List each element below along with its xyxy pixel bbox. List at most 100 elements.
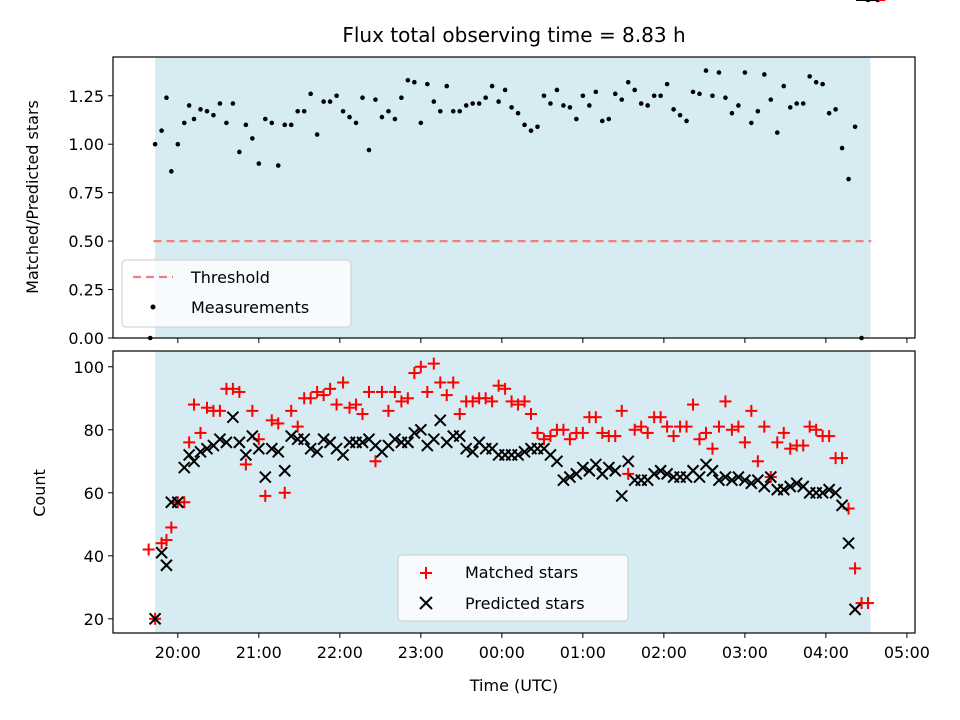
matched-star-marker [596, 426, 609, 439]
matched-star-marker [544, 430, 557, 443]
matched-star-marker [518, 395, 531, 408]
matched-star-marker [395, 395, 408, 408]
predicted-star-marker [816, 486, 829, 499]
matched-star-marker [278, 486, 291, 499]
predicted-star-marker [356, 436, 369, 449]
predicted-star-marker [408, 426, 421, 440]
measurement-point [574, 116, 579, 122]
matched-star-marker [408, 367, 421, 380]
matched-star-marker [609, 430, 622, 443]
matched-star-marker [667, 430, 680, 443]
matched-star-marker [369, 455, 382, 468]
measurement-point [839, 145, 845, 151]
measurement-point [541, 93, 547, 99]
measurement-point [230, 101, 236, 106]
measurement-point [321, 99, 326, 104]
measurement-point [418, 120, 424, 126]
bottom-y-ticks: 20 40 60 80 100 [73, 358, 113, 629]
measurement-point [250, 136, 255, 141]
measurement-point [587, 103, 592, 108]
top-panel: Flux total observing time = 8.83 h 0.000… [23, 0, 916, 348]
measurement-point [457, 108, 463, 114]
matched-star-marker [725, 423, 738, 436]
x-tick-label: 22:00 [317, 643, 363, 662]
matched-star-marker [356, 408, 369, 421]
matched-star-marker [810, 423, 823, 436]
predicted-star-marker [388, 433, 402, 446]
predicted-star-marker [563, 470, 577, 484]
measurement-point [476, 101, 482, 106]
matched-star-marker [537, 433, 550, 446]
measurement-point [677, 112, 683, 118]
measurement-point [175, 141, 181, 147]
matched-star-marker [557, 423, 570, 436]
measurement-point [697, 91, 702, 97]
predicted-star-marker [576, 461, 590, 474]
matched-star-marker [382, 404, 395, 417]
matched-star-marker [178, 496, 191, 509]
matched-star-marker [641, 426, 654, 439]
measurement-point [768, 97, 774, 102]
measurement-point [807, 74, 812, 79]
predicted-star-marker [835, 499, 849, 512]
predicted-star-marker [401, 436, 415, 449]
predicted-star-marker [706, 464, 719, 477]
matched-star-marker [803, 420, 816, 433]
measurement-point [658, 93, 663, 99]
measurement-point [580, 93, 586, 99]
matched-star-marker [492, 379, 505, 392]
predicted-star-marker [427, 433, 441, 446]
legend-threshold-label: Threshold [190, 268, 270, 287]
matched-star-marker [758, 420, 771, 433]
measurement-point [340, 108, 346, 114]
matched-star-marker [732, 420, 745, 433]
predicted-star-marker [246, 429, 259, 443]
matched-star-marker [777, 426, 790, 439]
predicted-star-marker [285, 429, 298, 443]
matched-star-marker [434, 376, 447, 389]
predicted-star-marker [317, 433, 330, 446]
predicted-star-marker [745, 477, 758, 490]
top-legend: Threshold Measurements [121, 259, 352, 328]
predicted-star-marker [758, 480, 771, 493]
top-y-tick-label: 0.00 [68, 329, 104, 348]
predicted-star-marker [777, 483, 790, 496]
predicted-star-marker [336, 448, 350, 462]
measurement-point [334, 93, 339, 99]
measurement-point [204, 108, 210, 114]
matched-star-marker [330, 398, 343, 411]
predicted-star-marker [725, 473, 739, 487]
measurement-point [664, 81, 670, 87]
matched-star-marker [142, 543, 155, 556]
predicted-star-marker [693, 470, 706, 484]
matched-star-marker [680, 420, 693, 433]
measurement-point [509, 105, 514, 110]
bottom-y-tick-label: 20 [84, 610, 104, 629]
x-tick-label: 21:00 [236, 643, 282, 662]
measurement-point [755, 108, 761, 114]
measurement-point [425, 81, 430, 87]
matched-star-marker [388, 385, 401, 398]
matched-star-marker [654, 411, 667, 424]
bottom-y-tick-label: 40 [84, 547, 104, 566]
top-y-tick-label: 1.00 [68, 135, 104, 154]
measurement-point [191, 116, 197, 122]
measurement-point [405, 77, 411, 83]
measurement-point [813, 79, 819, 85]
measurement-point [632, 87, 638, 93]
predicted-star-marker [842, 536, 855, 550]
measurement-point [211, 112, 216, 118]
measurement-point [716, 70, 722, 75]
matched-star-marker [285, 404, 298, 417]
matched-star-marker [414, 360, 427, 373]
legend-predicted-label: Predicted stars [465, 594, 585, 613]
measurement-point [399, 95, 404, 100]
predicted-star-marker [719, 470, 732, 484]
matched-star-marker [226, 382, 239, 395]
measurement-point [846, 176, 851, 182]
legend-measurements-swatch [150, 304, 156, 310]
predicted-star-markers [148, 0, 879, 626]
measurement-points [147, 0, 881, 341]
measurement-point [794, 101, 800, 106]
matched-star-marker [751, 455, 764, 468]
